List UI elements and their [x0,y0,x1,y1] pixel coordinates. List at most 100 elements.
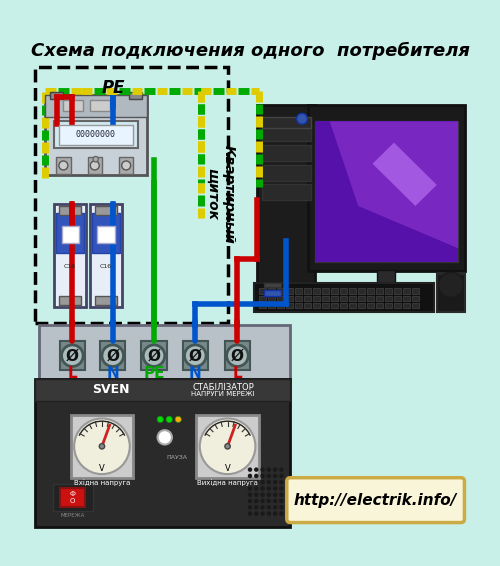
Bar [295,295,302,301]
Bar [268,303,275,308]
Text: L: L [232,366,242,381]
Bar [384,303,392,308]
Circle shape [279,486,283,491]
Circle shape [273,474,278,478]
Bar [34,379,290,401]
Circle shape [248,511,252,516]
Circle shape [279,480,283,484]
Bar [340,295,347,301]
Bar [254,283,434,312]
Bar [264,290,280,295]
Polygon shape [316,122,458,263]
Circle shape [100,444,104,449]
Text: C16: C16 [100,264,112,269]
Circle shape [279,505,283,509]
Bar [259,295,266,301]
Bar [366,295,374,301]
Circle shape [260,505,265,509]
Circle shape [254,474,258,478]
Circle shape [279,511,283,516]
Bar [34,67,228,323]
Text: Ø: Ø [148,348,160,363]
Bar [46,95,147,175]
Bar [34,379,290,527]
Text: PE: PE [143,366,165,381]
Bar [54,122,138,148]
Circle shape [260,474,265,478]
Circle shape [266,480,271,484]
Bar [225,341,250,370]
Text: N: N [189,366,202,381]
Circle shape [143,345,165,366]
Circle shape [266,499,271,503]
Circle shape [279,474,283,478]
Bar [119,157,134,174]
Circle shape [254,468,258,472]
Bar [402,289,409,294]
Bar [316,122,458,263]
Bar [358,289,365,294]
Circle shape [296,113,308,124]
Circle shape [273,511,278,516]
Polygon shape [330,122,458,248]
Bar [358,295,365,301]
Text: V: V [224,464,230,473]
Circle shape [102,345,124,366]
Circle shape [225,444,230,449]
Bar [262,145,311,161]
Bar [129,92,142,99]
Circle shape [254,499,258,503]
Circle shape [90,161,100,170]
Text: Ø: Ø [66,348,79,363]
Circle shape [248,468,252,472]
Bar [348,295,356,301]
Circle shape [260,492,265,497]
Circle shape [74,418,130,474]
Bar [262,165,311,181]
Bar [262,185,311,200]
Circle shape [279,499,283,503]
Text: МЕРЕЖА: МЕРЕЖА [60,513,84,518]
Bar [366,289,374,294]
Circle shape [122,161,130,170]
Circle shape [438,272,464,297]
Bar [286,303,293,308]
Bar [394,295,400,301]
Bar [376,303,383,308]
Text: PE: PE [102,79,126,97]
Bar [70,415,134,478]
Circle shape [166,416,172,423]
Bar [295,303,302,308]
Circle shape [248,505,252,509]
Bar [358,303,365,308]
Bar [412,303,418,308]
Circle shape [266,492,271,497]
Text: N: N [106,366,119,381]
Bar [436,274,466,312]
Text: SVEN: SVEN [92,383,130,396]
Bar [366,303,374,308]
Bar [313,303,320,308]
Circle shape [273,492,278,497]
Bar [268,295,275,301]
Circle shape [260,511,265,516]
Bar [92,213,120,254]
Text: C16: C16 [64,264,76,269]
Bar [402,303,409,308]
Circle shape [59,161,68,170]
Bar [348,289,356,294]
Bar [394,303,400,308]
FancyBboxPatch shape [287,478,465,522]
Bar [95,297,117,306]
Bar [350,286,422,295]
Bar [59,297,82,306]
Bar [54,204,86,307]
Bar [378,269,396,288]
Circle shape [248,492,252,497]
Circle shape [226,345,248,366]
Bar [277,303,284,308]
Bar [257,105,316,303]
Bar [402,295,409,301]
Bar [348,303,356,308]
Bar [304,295,311,301]
